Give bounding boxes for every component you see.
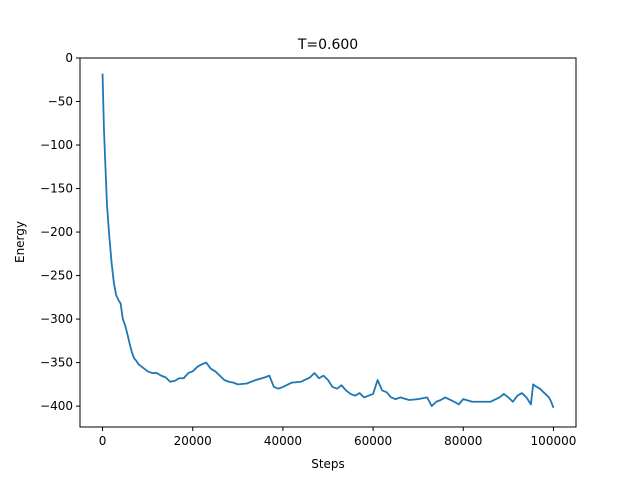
x-tick-label: 60000 [354,434,392,448]
energy-series-line [101,73,555,409]
y-tick-label: −250 [40,269,73,283]
x-axis-label: Steps [311,457,345,471]
y-tick-label: 0 [65,51,73,65]
plot-area: 0 −50 −100 −150 −200 −250 −300 −350 −400 0 20000 4… [40,51,577,448]
x-tick-label: 20000 [174,434,212,448]
y-axis-label: Energy [13,221,27,263]
y-axis-ticks: 0 −50 −100 −150 −200 −250 −300 −350 −400 [40,51,80,413]
y-tick-label: −100 [40,138,73,152]
y-tick-label: −350 [40,356,73,370]
x-axis-ticks: 0 20000 40000 60000 80000 100000 [99,427,577,448]
x-tick-label: 100000 [531,434,577,448]
x-tick-label: 40000 [264,434,302,448]
y-tick-label: −400 [40,399,73,413]
y-tick-label: −50 [48,95,73,109]
x-tick-label: 80000 [444,434,482,448]
axes-frame [79,57,577,428]
y-tick-label: −300 [40,312,73,326]
y-tick-label: −150 [40,182,73,196]
chart-title: T=0.600 [297,37,358,53]
y-tick-label: −200 [40,225,73,239]
x-tick-label: 0 [99,434,107,448]
